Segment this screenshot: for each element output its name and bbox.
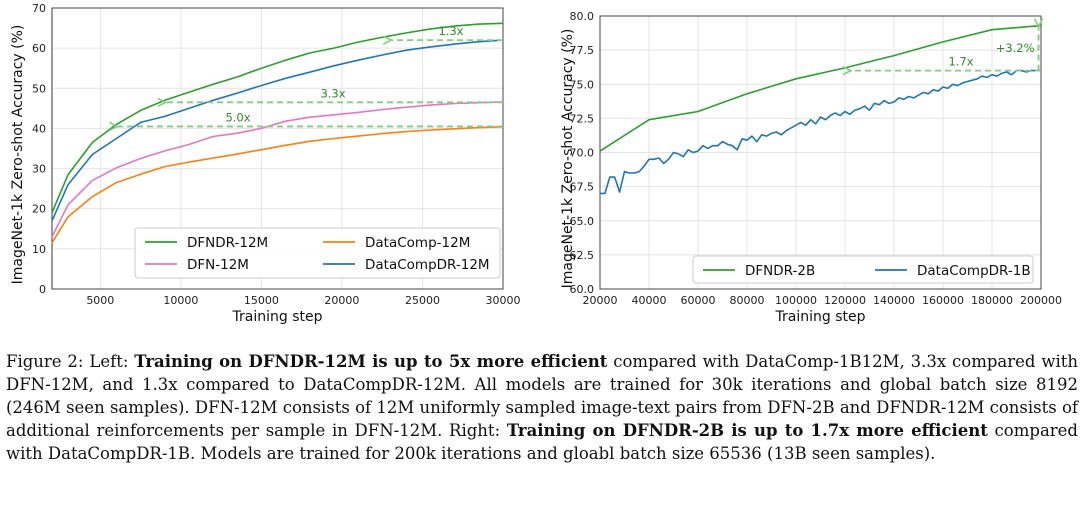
right-chart: 20000 40000 60000 80000 100000 120000 140000 16…: [560, 10, 1062, 325]
legend-label-dfndr-12m: DFNDR-12M: [187, 235, 268, 251]
caption-text-left: compared with DataComp-1B12M, 3.3x compa…: [6, 352, 1078, 440]
y-tick-label: 50: [32, 82, 46, 95]
x-axis-label: Training step: [775, 309, 866, 325]
x-tick-label: 20000: [583, 294, 618, 307]
x-tick-label: 15000: [244, 294, 279, 307]
x-tick-label: 10000: [163, 294, 198, 307]
annotation-label: +3.2%: [996, 41, 1035, 55]
plot-frame: [51, 7, 504, 290]
legend: DFNDR-2B DataCompDR-1B: [692, 255, 1034, 284]
legend-label-dfndr-2b: DFNDR-2B: [745, 263, 815, 279]
annotation-label: 5.0x: [225, 110, 250, 124]
caption-bold-right: Training on DFNDR-2B is up to 1.7x more …: [506, 421, 988, 440]
legend-label-datacompdr-1b: DataCompDR-1B: [917, 263, 1031, 279]
y-tick-label: 30: [32, 163, 46, 176]
x-tick-label: 30000: [486, 294, 521, 307]
x-tick-label: 5000: [86, 294, 114, 307]
x-tick-label: 60000: [681, 294, 716, 307]
x-tick-label: 160000: [922, 294, 964, 307]
y-axis-label: ImageNet-1k Zero-shot Accuracy (%): [560, 29, 576, 289]
y-tick-label: 0: [39, 283, 46, 296]
x-tick-label: 180000: [971, 294, 1013, 307]
x-tick-label: 100000: [775, 294, 817, 307]
legend-label-datacompdr-12m: DataCompDR-12M: [365, 257, 490, 273]
y-tick-label: 70: [32, 2, 46, 15]
figure: 5000 10000 15000 20000 25000 30000 0 10 20 30 40 50…: [10, 2, 1062, 325]
y-tick-label: 80.0: [570, 10, 595, 23]
plot-frame: [599, 15, 1042, 290]
y-tick-label: 60: [32, 42, 46, 55]
x-axis-label: Training step: [232, 309, 323, 325]
y-tick-label: 65.0: [570, 215, 595, 228]
caption-text-right: compared with DataCompDR-1B. Models are …: [6, 421, 1078, 463]
legend-box: [134, 227, 501, 279]
y-tick-label: 70.0: [570, 147, 595, 160]
left-chart: 5000 10000 15000 20000 25000 30000 0 10 20 30 40 50…: [10, 2, 521, 325]
x-tick-label: 140000: [873, 294, 915, 307]
legend-label-dfn-12m: DFN-12M: [187, 257, 249, 273]
x-tick-label: 20000: [324, 294, 359, 307]
y-tick-label: 62.5: [570, 249, 595, 262]
y-tick-label: 20: [32, 203, 46, 216]
series-line-datacompdr-1b: [600, 69, 1041, 195]
x-tick-label: 200000: [1020, 294, 1062, 307]
x-tick-label: 80000: [730, 294, 765, 307]
y-tick-label: 72.5: [570, 112, 595, 125]
legend-label-datacomp-12m: DataComp-12M: [365, 235, 470, 251]
x-tick-label: 120000: [824, 294, 866, 307]
y-tick-label: 75.0: [570, 78, 595, 91]
series-line-datacompdr-12m: [51, 39, 504, 222]
x-tick-label: 40000: [632, 294, 667, 307]
legend-box: [692, 255, 1034, 284]
y-tick-label: 60.0: [570, 283, 595, 296]
series-line-datacomp-12m: [51, 126, 504, 244]
x-tick-label: 25000: [405, 294, 440, 307]
y-tick-label: 67.5: [570, 181, 595, 194]
series-line-dfndr-2b: [599, 24, 1042, 152]
annotation-label: 3.3x: [320, 86, 345, 100]
y-tick-label: 40: [32, 122, 46, 135]
figure-caption: Figure 2: Left: Training on DFNDR-12M is…: [6, 350, 1078, 465]
y-axis-label: ImageNet-1k Zero-shot Accuracy (%): [10, 25, 26, 285]
series-line-dfn-12m: [51, 101, 504, 238]
annotation-label: 1.3x: [438, 24, 463, 38]
caption-prefix: Figure 2: Left:: [6, 352, 135, 371]
caption-bold-left: Training on DFNDR-12M is up to 5x more e…: [134, 352, 608, 371]
series-line-dfndr-12m: [51, 22, 504, 214]
annotation-label: 1.7x: [948, 55, 973, 69]
y-tick-label: 10: [32, 243, 46, 256]
legend: DFNDR-12M DataComp-12M DFN-12M DataCompDR-1…: [134, 227, 501, 279]
y-tick-label: 77.5: [570, 44, 595, 57]
